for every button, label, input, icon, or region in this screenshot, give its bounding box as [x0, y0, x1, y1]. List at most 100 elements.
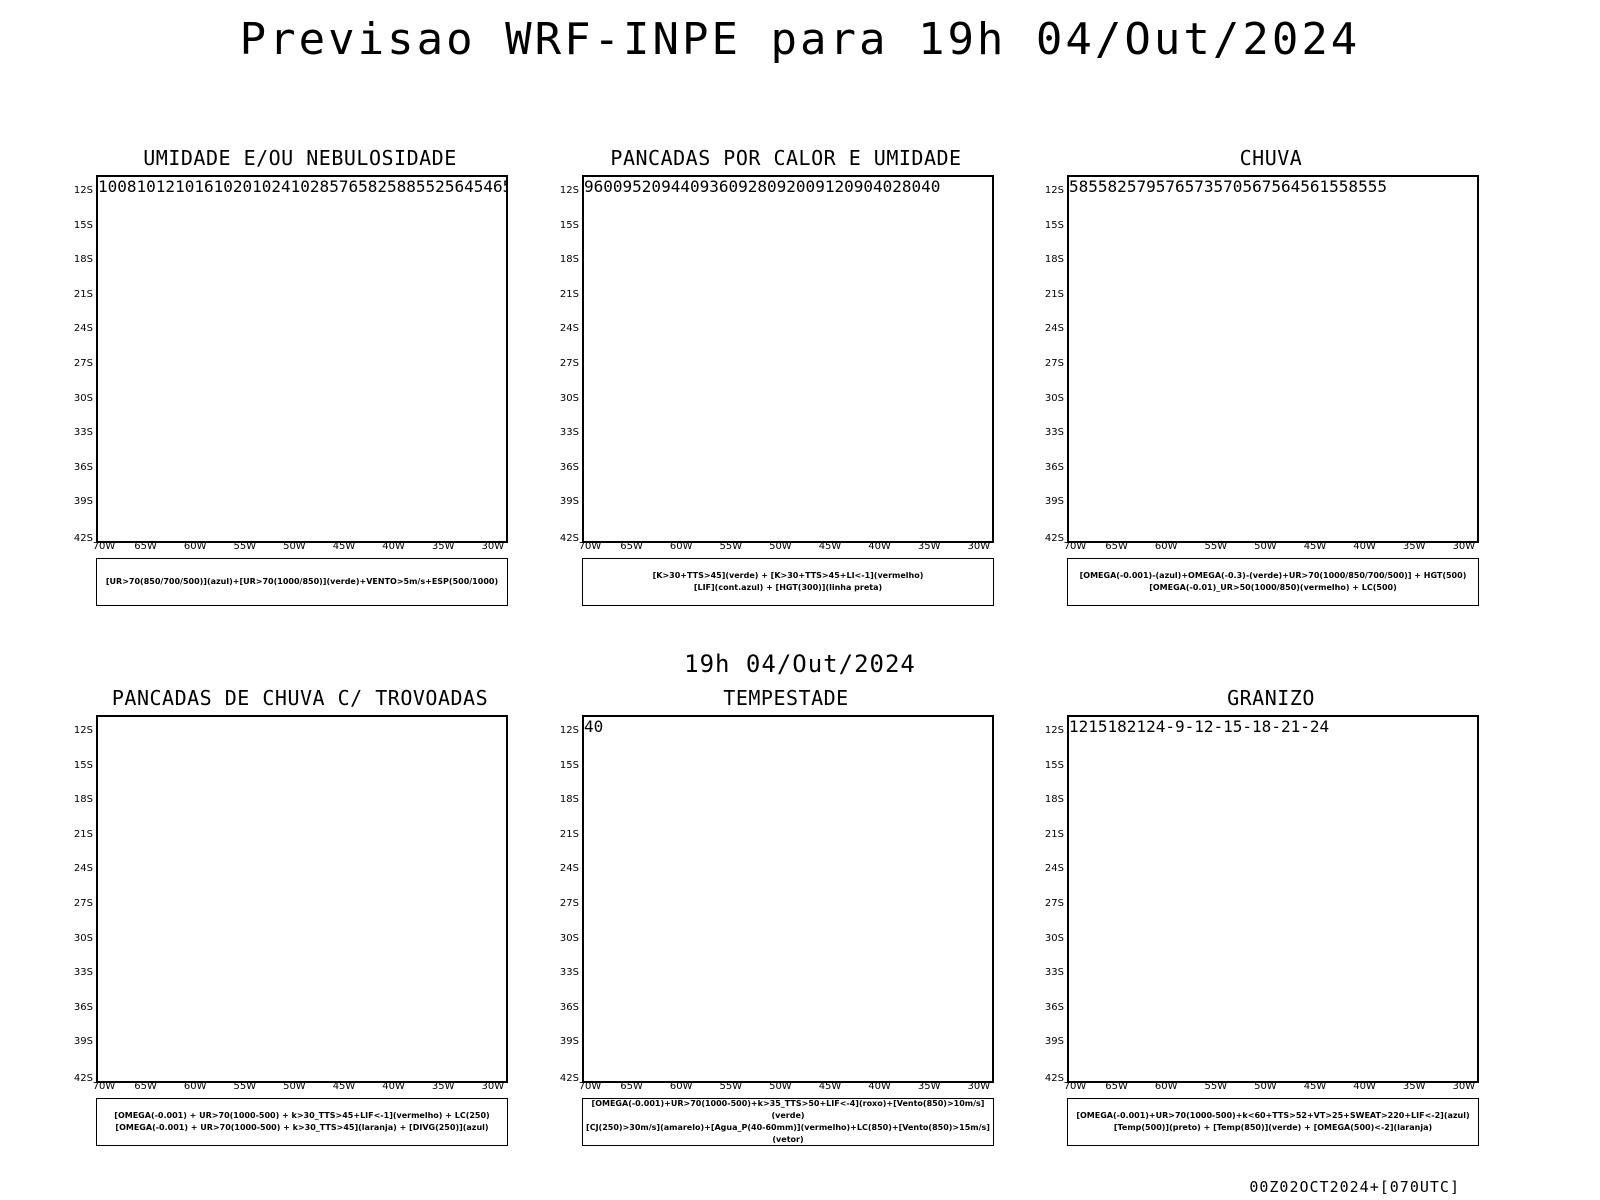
contour-label: 1020 [213, 177, 253, 196]
longitude-label: 35W [431, 541, 455, 552]
forecast-map: 9600952094409360928092009120904028040 [582, 175, 994, 543]
forecast-map [96, 715, 508, 1083]
contour-label: 1012 [136, 177, 176, 196]
latitude-label: 39S [559, 1036, 579, 1048]
legend-line: [OMEGA(-0.001)-(azul)+OMEGA(-0.3)-(verde… [1079, 571, 1467, 580]
contour-label: 582 [1097, 177, 1127, 196]
longitude-label: 50W [283, 1081, 306, 1092]
contour-label: -15 [1213, 717, 1243, 736]
contour-label: -12 [1184, 717, 1214, 736]
contour-label: 18 [1107, 717, 1127, 736]
latitude-label: 42S [1044, 533, 1064, 544]
longitude-label: 70W [578, 541, 602, 552]
longitude-label: 60W [669, 1081, 693, 1092]
longitude-label: 65W [1105, 541, 1128, 552]
latitude-label: 30S [73, 392, 93, 404]
contour-label: 567 [1242, 177, 1272, 196]
latitude-label: 33S [1044, 967, 1064, 979]
longitude-label: 65W [134, 1081, 157, 1092]
latitude-label: 24S [1044, 323, 1064, 335]
latitude-label: 21S [73, 828, 93, 840]
latitude-label: 12S [73, 185, 93, 196]
latitude-label: 30S [559, 392, 579, 404]
longitude-label: 50W [283, 541, 306, 552]
latitude-label: 27S [559, 358, 579, 369]
latitude-label: 15S [559, 759, 579, 771]
latitude-label: 24S [559, 863, 579, 875]
contour-label: 579 [1126, 177, 1156, 196]
longitude-label: 40W [1353, 541, 1376, 552]
longitude-label: 70W [92, 1081, 116, 1092]
longitude-label: 70W [1063, 1081, 1087, 1092]
legend-line: [OMEGA(-0.001)+UR>70(1000-500)+k>35_TTS>… [591, 1099, 985, 1120]
latitude-label: 36S [559, 461, 579, 473]
longitude-label: 45W [1303, 541, 1327, 552]
legend-line: [CJ(250)>30m/s](amarelo)+[Agua_P(40-60mm… [586, 1123, 990, 1144]
longitude-label: 65W [134, 541, 157, 552]
latitude-label: 36S [1044, 1001, 1064, 1013]
latitude-label: 30S [73, 932, 93, 944]
contour-label: 21 [1126, 717, 1147, 736]
longitude-label: 55W [233, 541, 257, 552]
latitude-label: 15S [559, 219, 579, 231]
panel-legend: [K>30+TTS>45](verde) + [K>30+TTS>45+LI<-… [582, 558, 994, 606]
legend-line: [K>30+TTS>45](verde) + [K>30+TTS>45+LI<-… [652, 571, 924, 580]
contour-label: 9040 [853, 177, 893, 196]
longitude-label: 45W [1303, 1081, 1327, 1092]
panel-title: UMIDADE E/OU NEBULOSIDADE [143, 146, 457, 170]
latitude-label: 27S [1044, 358, 1064, 369]
latitude-label: 30S [1044, 932, 1064, 944]
latitude-label: 42S [559, 533, 579, 544]
panel-legend: [OMEGA(-0.001) + UR>70(1000-500) + k>30_… [96, 1098, 508, 1146]
contour-label: 1024 [252, 177, 291, 196]
contour-label: -24 [1300, 717, 1330, 736]
latitude-label: 18S [559, 794, 579, 806]
legend-line: [Temp(500)](preto) + [Temp(850)](verde) … [1113, 1123, 1433, 1132]
latitude-label: 33S [73, 967, 93, 979]
map-canvas: 1008101210161020102410285765825885525645… [98, 177, 506, 196]
contour-label: 280 [892, 177, 922, 196]
latitude-label: 21S [1044, 288, 1064, 300]
map-canvas: 1215182124-9-12-15-18-21-24 [1069, 717, 1477, 736]
latitude-label: 39S [73, 496, 93, 508]
latitude-label: 18S [1044, 254, 1064, 266]
latitude-label: 27S [73, 898, 93, 909]
latitude-label: 12S [73, 725, 93, 736]
panel-legend: [UR>70(850/700/500)](azul)+[UR>70(1000/8… [96, 558, 508, 606]
longitude-label: 40W [868, 541, 891, 552]
contour-label: 564 [1271, 177, 1301, 196]
longitude-label: 60W [1154, 1081, 1178, 1092]
longitude-label: 55W [719, 541, 743, 552]
legend-line: [OMEGA(-0.001) + UR>70(1000-500) + k>30_… [115, 1123, 489, 1132]
contour-label: 582 [358, 177, 387, 196]
contour-label: 9200 [776, 177, 816, 196]
contour-label: 546 [473, 177, 503, 196]
latitude-label: 12S [559, 725, 579, 736]
latitude-label: 15S [1044, 219, 1064, 231]
latitude-label: 42S [73, 533, 93, 544]
longitude-label: 35W [431, 1081, 455, 1092]
contour-label: -9 [1165, 717, 1185, 736]
longitude-label: 70W [92, 541, 116, 552]
panel-legend: [OMEGA(-0.001)+UR>70(1000-500)+k>35_TTS>… [582, 1098, 994, 1146]
longitude-label: 55W [1204, 541, 1228, 552]
latitude-label: 42S [73, 1073, 93, 1084]
longitude-label: 55W [719, 1081, 743, 1092]
latitude-label: 36S [73, 1001, 93, 1013]
panel-title: CHUVA [1239, 146, 1303, 170]
contour-label: 1016 [175, 177, 214, 196]
contour-label: 12 [1069, 717, 1089, 736]
longitude-label: 50W [1254, 541, 1277, 552]
legend-line: [OMEGA(-0.001) + UR>70(1000-500) + k>30_… [114, 1111, 490, 1120]
contour-label: 40 [584, 717, 604, 736]
legend-line: [OMEGA(-0.01)_UR>50(1000/850)(vermelho) … [1149, 583, 1397, 592]
forecast-map: 585582579576573570567564561558555 [1067, 175, 1479, 543]
longitude-label: 30W [1452, 541, 1476, 552]
longitude-label: 45W [818, 1081, 842, 1092]
map-canvas: 40 [584, 717, 992, 736]
contour-label: 15 [1088, 717, 1108, 736]
latitude-label: 21S [1044, 828, 1064, 840]
latitude-label: 24S [1044, 863, 1064, 875]
map-canvas: 585582579576573570567564561558555 [1069, 177, 1477, 196]
longitude-label: 50W [769, 541, 792, 552]
